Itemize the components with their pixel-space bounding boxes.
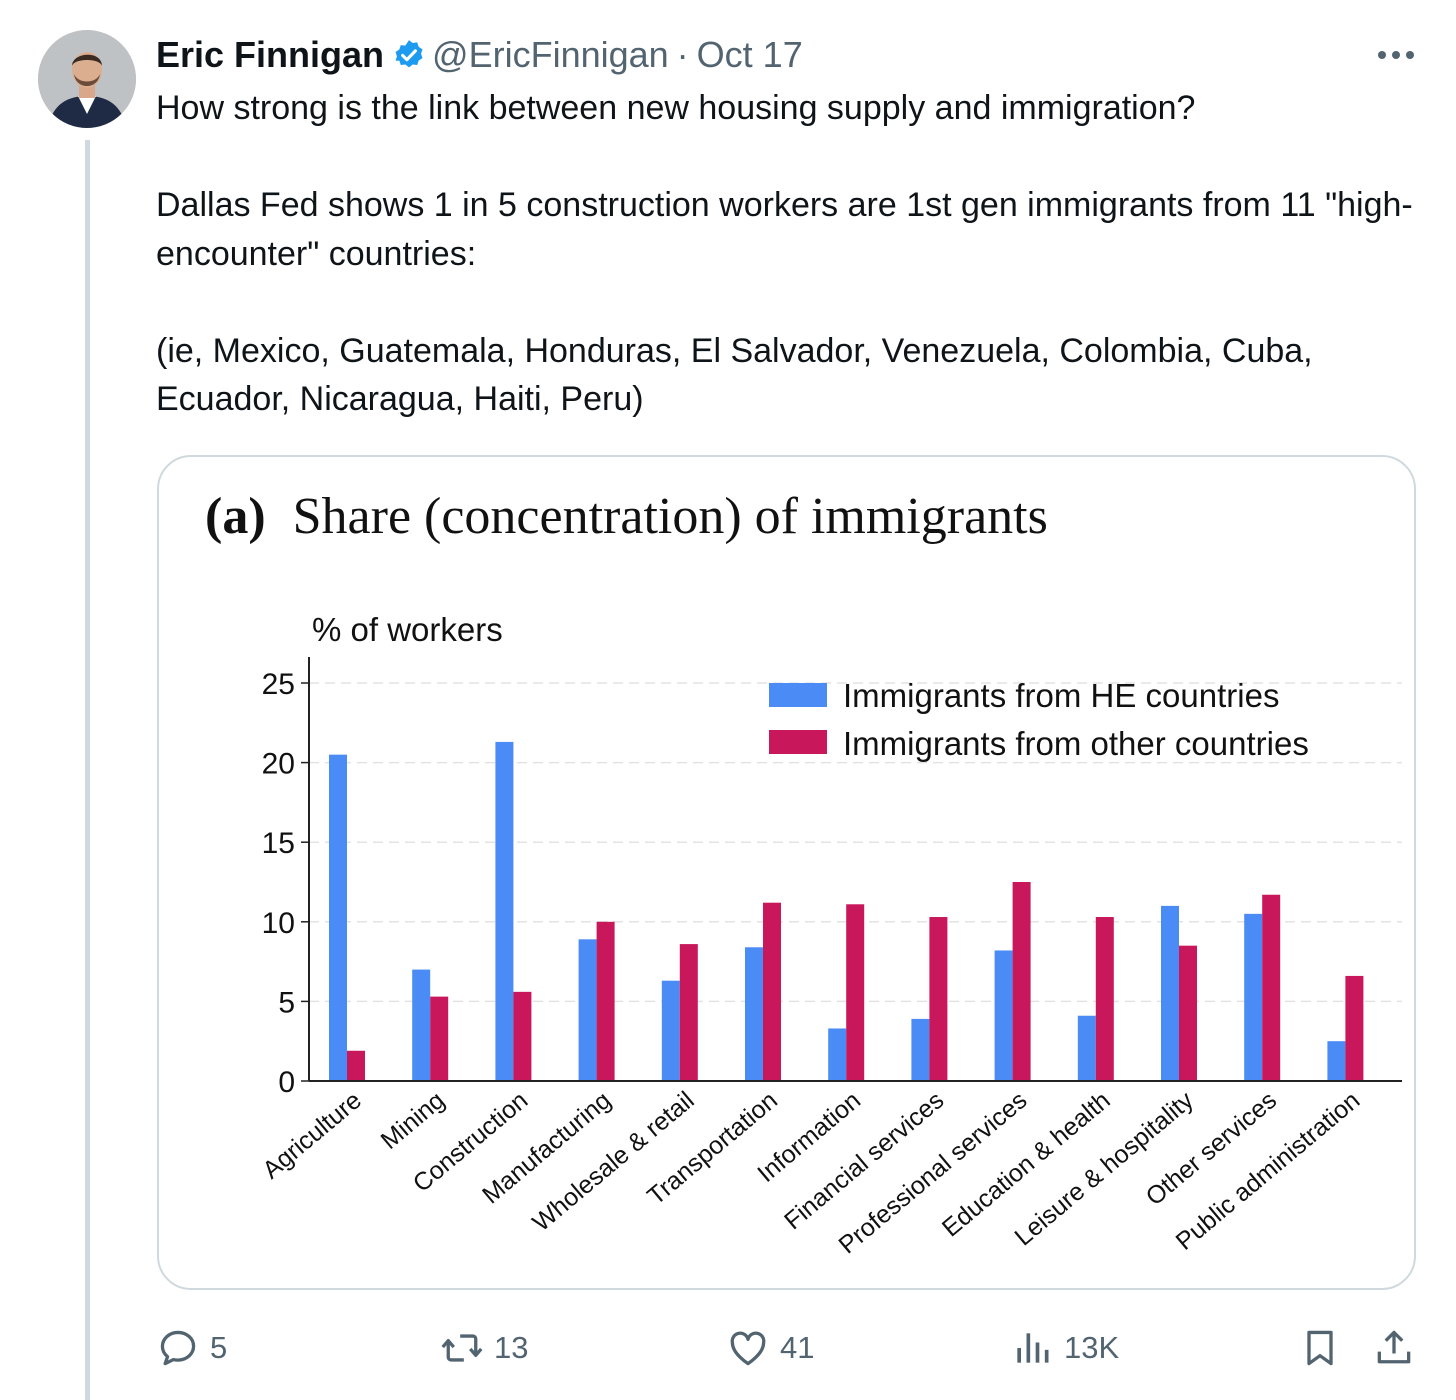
bar-chart: (a) Share (concentration) of immigrants … xyxy=(205,488,1402,1260)
repost-button[interactable]: 13 xyxy=(440,1318,528,1378)
like-count: 41 xyxy=(780,1330,815,1365)
thread-line xyxy=(85,140,90,1400)
bar-other xyxy=(1179,945,1197,1081)
bar-he xyxy=(1327,1041,1346,1081)
bar-he xyxy=(329,754,347,1081)
bookmark-icon xyxy=(1307,1330,1333,1366)
bar-other xyxy=(1345,975,1364,1081)
tweet-paragraph: Dallas Fed shows 1 in 5 construction wor… xyxy=(156,186,1413,273)
chart-legend: Immigrants from HE countries Immigrants … xyxy=(769,677,1309,762)
reply-count: 5 xyxy=(210,1330,228,1365)
y-tick-label: 25 xyxy=(262,668,295,701)
bar-he xyxy=(412,969,431,1081)
bar-other xyxy=(846,904,865,1081)
author-name[interactable]: Eric Finnigan xyxy=(156,34,385,75)
repost-icon xyxy=(441,1334,483,1362)
bar-other xyxy=(513,991,532,1081)
views-count: 13K xyxy=(1064,1330,1120,1365)
y-tick-label: 0 xyxy=(278,1066,295,1099)
reply-icon xyxy=(160,1330,196,1366)
share-button[interactable] xyxy=(1372,1318,1416,1378)
x-tick-label: Mining xyxy=(376,1086,450,1155)
like-icon xyxy=(730,1331,766,1366)
separator-dot: · xyxy=(676,34,689,75)
action-bar: 5 13 41 13K xyxy=(0,1318,1456,1378)
avatar-photo-icon xyxy=(38,30,136,128)
bar-he xyxy=(578,939,597,1081)
y-tick-label: 10 xyxy=(262,907,295,940)
chart-title-letter: (a) xyxy=(205,488,266,545)
avatar[interactable] xyxy=(38,30,136,128)
y-tick-label: 20 xyxy=(262,748,295,781)
more-options-icon[interactable] xyxy=(1372,40,1420,70)
y-axis-label: % of workers xyxy=(312,611,503,648)
tweet-header: Eric Finnigan @EricFinnigan · Oct 17 xyxy=(156,32,803,78)
legend-swatch-other xyxy=(769,730,827,754)
bar-he xyxy=(994,950,1013,1081)
bar-he xyxy=(661,980,680,1081)
like-button[interactable]: 41 xyxy=(726,1318,814,1378)
legend-label-other: Immigrants from other countries xyxy=(843,725,1309,762)
bar-other xyxy=(430,996,449,1081)
post-date[interactable]: Oct 17 xyxy=(696,34,803,75)
x-tick-label: Agriculture xyxy=(257,1086,367,1184)
bar-other xyxy=(679,944,698,1081)
bar-he xyxy=(828,1028,847,1081)
chart-bars xyxy=(329,741,1364,1081)
legend-label-he: Immigrants from HE countries xyxy=(843,677,1279,714)
repost-count: 13 xyxy=(494,1330,529,1365)
bar-he xyxy=(1161,905,1179,1081)
chart-axes xyxy=(308,657,1402,1082)
bar-other xyxy=(1095,917,1114,1081)
bar-he xyxy=(1244,913,1263,1081)
share-icon xyxy=(1377,1330,1411,1364)
chart-image-card[interactable]: (a) Share (concentration) of immigrants … xyxy=(157,455,1416,1290)
bar-other xyxy=(763,902,781,1081)
x-tick-labels: Agriculture MiningConstructionManufacturi… xyxy=(257,1086,1365,1260)
reply-button[interactable]: 5 xyxy=(156,1318,227,1378)
tweet-paragraph: (ie, Mexico, Guatemala, Honduras, El Sal… xyxy=(156,331,1313,419)
bar-other xyxy=(596,921,615,1081)
bar-he xyxy=(911,1018,930,1081)
svg-text:(a) Share (concentration: (a) Share (concentration) of immigrants xyxy=(205,488,1048,545)
bar-other xyxy=(1012,882,1031,1081)
y-tick-labels: 0 5 10 15 20 25 xyxy=(262,668,295,1099)
legend-swatch-he xyxy=(769,683,827,707)
bookmark-button[interactable] xyxy=(1298,1318,1342,1378)
bar-he xyxy=(495,741,514,1081)
chart-title: Share (concentration) of immigrants xyxy=(293,488,1048,545)
bar-he xyxy=(1077,1015,1096,1081)
tweet-paragraph: How strong is the link between new housi… xyxy=(156,89,1196,127)
bar-other xyxy=(347,1050,365,1081)
bar-he xyxy=(745,947,763,1081)
views-icon xyxy=(1017,1333,1049,1363)
verified-badge-icon xyxy=(395,40,423,68)
views-button[interactable]: 13K xyxy=(1010,1318,1119,1378)
y-tick-label: 5 xyxy=(278,986,295,1019)
tweet-text: How strong is the link between new housi… xyxy=(156,84,1436,424)
y-tick-label: 15 xyxy=(262,827,295,860)
author-handle[interactable]: @EricFinnigan xyxy=(432,34,669,75)
bar-other xyxy=(929,917,948,1081)
bar-other xyxy=(1262,894,1281,1081)
